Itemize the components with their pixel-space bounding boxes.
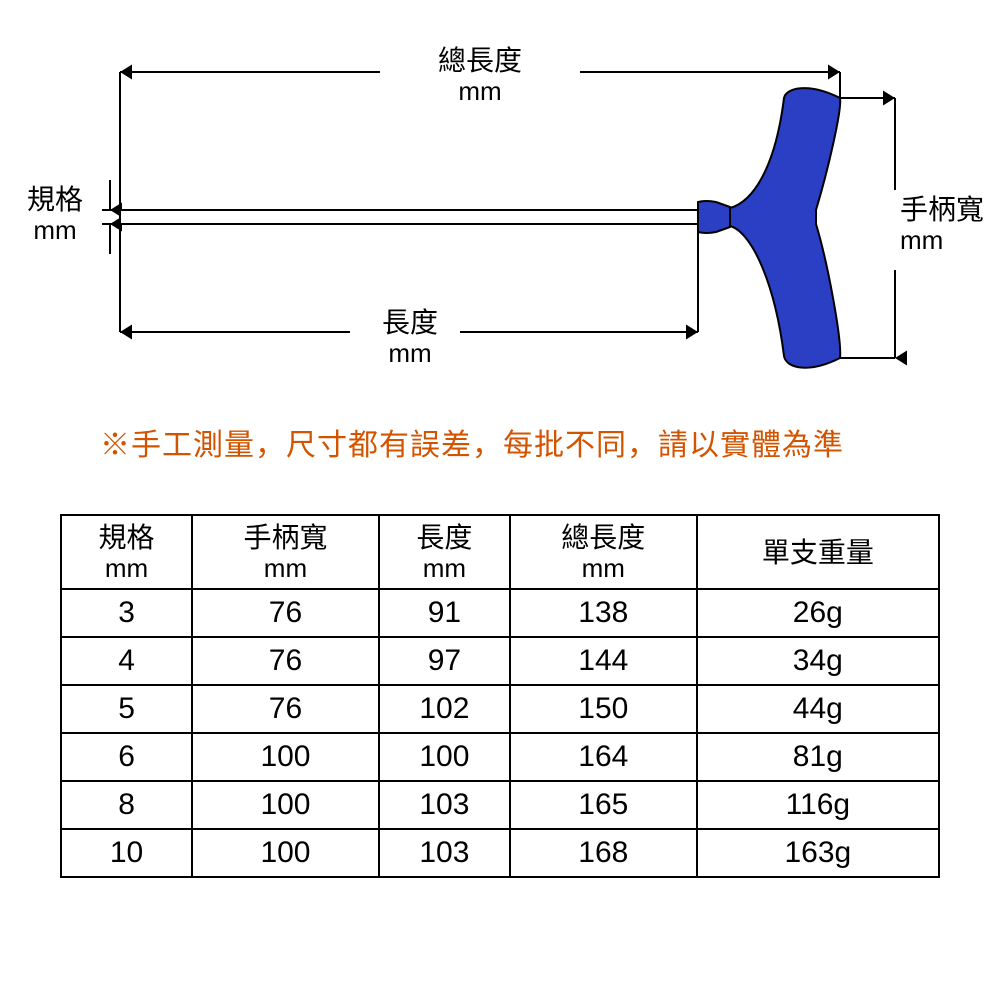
cell: 100 bbox=[379, 733, 510, 781]
col-spec: 規格 mm bbox=[61, 515, 192, 589]
cell: 3 bbox=[61, 589, 192, 637]
cell: 163g bbox=[697, 829, 939, 877]
cell: 81g bbox=[697, 733, 939, 781]
cell: 44g bbox=[697, 685, 939, 733]
cell: 138 bbox=[510, 589, 697, 637]
cell: 97 bbox=[379, 637, 510, 685]
cell: 10 bbox=[61, 829, 192, 877]
cell: 103 bbox=[379, 829, 510, 877]
cell: 102 bbox=[379, 685, 510, 733]
label-spec: 規格 mm bbox=[10, 185, 100, 244]
col-handle-width-unit: mm bbox=[197, 554, 374, 584]
cell: 76 bbox=[192, 685, 379, 733]
col-spec-unit: mm bbox=[66, 554, 187, 584]
cell: 150 bbox=[510, 685, 697, 733]
cell: 100 bbox=[192, 733, 379, 781]
col-weight-label: 單支重量 bbox=[762, 537, 874, 568]
cell: 4 bbox=[61, 637, 192, 685]
table-row: 5 76 102 150 44g bbox=[61, 685, 939, 733]
cell: 8 bbox=[61, 781, 192, 829]
cell: 6 bbox=[61, 733, 192, 781]
cell: 26g bbox=[697, 589, 939, 637]
spec-table-body: 3 76 91 138 26g 4 76 97 144 34g 5 76 102… bbox=[61, 589, 939, 877]
col-spec-label: 規格 bbox=[99, 522, 155, 553]
label-handle-width-unit: mm bbox=[900, 226, 1000, 255]
cell: 165 bbox=[510, 781, 697, 829]
dimension-diagram: 總長度 mm 規格 mm 長度 mm 手柄寬 mm bbox=[40, 40, 960, 400]
label-handle-width-text: 手柄寬 bbox=[900, 194, 984, 225]
col-length-unit: mm bbox=[384, 554, 505, 584]
col-length: 長度 mm bbox=[379, 515, 510, 589]
page: 總長度 mm 規格 mm 長度 mm 手柄寬 mm ※手工測量，尺寸都有誤差，每… bbox=[0, 0, 1000, 1000]
cell: 168 bbox=[510, 829, 697, 877]
cell: 34g bbox=[697, 637, 939, 685]
table-row: 4 76 97 144 34g bbox=[61, 637, 939, 685]
label-handle-width: 手柄寬 mm bbox=[900, 195, 1000, 254]
cell: 91 bbox=[379, 589, 510, 637]
col-total-length-label: 總長度 bbox=[561, 522, 645, 553]
label-total-length-text: 總長度 bbox=[438, 45, 522, 76]
cell: 116g bbox=[697, 781, 939, 829]
label-shaft-length-unit: mm bbox=[350, 339, 470, 368]
measurement-note-prefix: ※ bbox=[100, 429, 131, 462]
col-total-length: 總長度 mm bbox=[510, 515, 697, 589]
cell: 144 bbox=[510, 637, 697, 685]
cell: 164 bbox=[510, 733, 697, 781]
col-handle-width-label: 手柄寬 bbox=[243, 522, 327, 553]
cell: 100 bbox=[192, 829, 379, 877]
cell: 76 bbox=[192, 589, 379, 637]
table-row: 8 100 103 165 116g bbox=[61, 781, 939, 829]
label-shaft-length: 長度 mm bbox=[350, 308, 470, 367]
table-row: 3 76 91 138 26g bbox=[61, 589, 939, 637]
label-total-length-unit: mm bbox=[390, 77, 570, 106]
spec-table-head: 規格 mm 手柄寬 mm 長度 mm 總長度 mm 單支重量 bbox=[61, 515, 939, 589]
cell: 76 bbox=[192, 637, 379, 685]
label-total-length: 總長度 mm bbox=[390, 46, 570, 105]
cell: 100 bbox=[192, 781, 379, 829]
label-shaft-length-text: 長度 bbox=[382, 307, 438, 338]
measurement-note-text: 手工測量，尺寸都有誤差，每批不同，請以實體為準 bbox=[131, 429, 844, 462]
col-total-length-unit: mm bbox=[515, 554, 692, 584]
cell: 103 bbox=[379, 781, 510, 829]
cell: 5 bbox=[61, 685, 192, 733]
label-spec-text: 規格 bbox=[27, 184, 83, 215]
spec-table-header-row: 規格 mm 手柄寬 mm 長度 mm 總長度 mm 單支重量 bbox=[61, 515, 939, 589]
col-weight: 單支重量 bbox=[697, 515, 939, 589]
col-handle-width: 手柄寬 mm bbox=[192, 515, 379, 589]
table-row: 6 100 100 164 81g bbox=[61, 733, 939, 781]
col-length-label: 長度 bbox=[416, 522, 472, 553]
table-row: 10 100 103 168 163g bbox=[61, 829, 939, 877]
label-spec-unit: mm bbox=[10, 216, 100, 245]
spec-table: 規格 mm 手柄寬 mm 長度 mm 總長度 mm 單支重量 bbox=[60, 514, 940, 878]
measurement-note: ※手工測量，尺寸都有誤差，每批不同，請以實體為準 bbox=[100, 420, 920, 464]
